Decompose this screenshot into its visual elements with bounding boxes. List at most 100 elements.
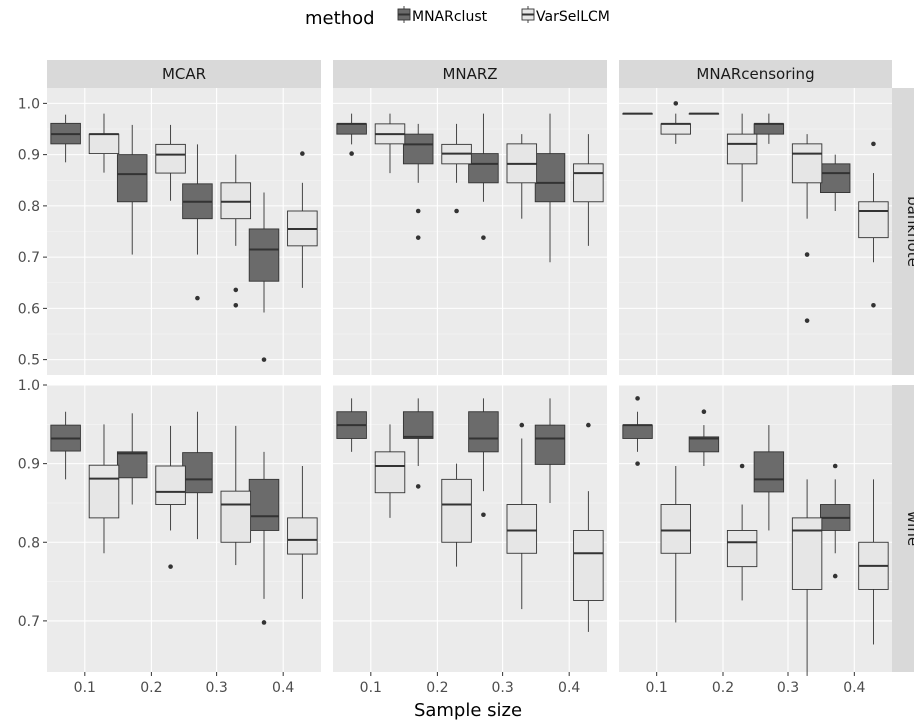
strip-label: MCAR	[162, 65, 206, 83]
x-tick-label: 0.2	[140, 680, 162, 696]
box-mnarclust-0.1	[50, 114, 81, 163]
panel-wine-mcar	[47, 384, 321, 672]
x-tick-label: 0.2	[712, 680, 734, 696]
box-iqr	[791, 517, 823, 590]
legend-label: MNARclust	[412, 9, 488, 25]
box-iqr	[573, 163, 604, 203]
box-mnarclust-0.2	[116, 124, 148, 255]
box-varsellcm-0.1	[660, 101, 691, 144]
box-iqr	[402, 411, 434, 439]
box-iqr	[88, 133, 120, 155]
box-iqr	[660, 123, 691, 135]
box-varsellcm-0.2	[155, 124, 186, 201]
y-tick-label: 0.8	[18, 199, 40, 215]
outlier-point	[349, 151, 354, 156]
box-iqr	[287, 517, 318, 555]
legend-title: method	[305, 8, 375, 29]
box-iqr	[468, 153, 499, 184]
box-mnarclust-0.4	[248, 192, 280, 362]
box-mnarclust-0.3	[468, 113, 499, 240]
y-tick-label: 0.7	[18, 250, 40, 266]
panel-background	[47, 385, 321, 672]
box-iqr	[441, 478, 472, 543]
strip-label: MNARZ	[442, 65, 497, 83]
panel-background	[619, 385, 892, 672]
y-tick-label: 0.9	[18, 457, 40, 473]
x-tick-label: 0.4	[843, 680, 865, 696]
outlier-point	[481, 512, 486, 518]
outlier-point	[673, 101, 679, 106]
y-tick-label: 0.6	[18, 301, 40, 317]
box-varsellcm-0.1	[660, 465, 691, 623]
y-tick-label: 1.0	[18, 378, 40, 394]
strip-label: wine	[904, 511, 914, 546]
panels	[47, 88, 892, 676]
outlier-point	[739, 463, 745, 469]
box-iqr	[248, 478, 280, 531]
box-mnarclust-0.2	[402, 123, 434, 240]
box-varsellcm-0.2	[155, 425, 186, 569]
legend-key-mnarclust: MNARclust	[397, 6, 488, 25]
box-varsellcm-0.2	[441, 463, 472, 567]
box-varsellcm-0.1	[88, 424, 120, 554]
y-tick-label: 0.5	[18, 353, 40, 369]
box-mnarclust-0.2	[116, 413, 148, 505]
box-iqr	[88, 464, 120, 519]
box-iqr	[506, 504, 538, 554]
box-varsellcm-0.1	[374, 113, 406, 174]
outlier-point	[832, 463, 838, 469]
box-varsellcm-0.4	[573, 422, 604, 632]
legend-label: VarSelLCM	[536, 9, 610, 25]
outlier-point	[871, 303, 876, 308]
strip-banknote: banknote	[892, 88, 914, 375]
outlier-point	[832, 573, 838, 579]
box-varsellcm-0.4	[858, 479, 889, 645]
box-varsellcm-0.3	[791, 479, 823, 676]
panel-banknote-mnarcensoring	[619, 88, 892, 375]
box-mnarclust-0.3	[182, 411, 213, 540]
x-tick-label: 0.3	[777, 680, 799, 696]
y-tick-label: 0.9	[18, 148, 40, 164]
box-varsellcm-0.1	[88, 113, 120, 173]
box-iqr	[726, 133, 758, 165]
panel-wine-mnarcensoring	[619, 384, 892, 676]
box-varsellcm-0.4	[858, 141, 889, 308]
box-iqr	[660, 504, 691, 554]
box-mnarclust-0.2	[688, 409, 720, 466]
x-tick-label: 0.4	[272, 680, 294, 696]
outlier-point	[804, 252, 810, 257]
strip-label: banknote	[904, 196, 914, 267]
box-varsellcm-0.3	[506, 422, 538, 610]
outlier-point	[871, 141, 876, 147]
box-mnarclust-0.1	[50, 411, 81, 480]
outlier-point	[635, 461, 640, 466]
outlier-point	[415, 208, 421, 214]
panel-banknote-mcar	[47, 88, 321, 375]
strip-background	[333, 60, 607, 88]
box-mnarclust-0.4	[534, 398, 566, 503]
box-varsellcm-0.4	[287, 465, 318, 599]
outlier-point	[519, 422, 525, 428]
outlier-point	[233, 287, 239, 293]
outlier-point	[233, 303, 239, 308]
outlier-point	[804, 318, 810, 323]
box-mnarclust-0.1	[336, 398, 367, 452]
box-mnarclust-0.4	[248, 451, 280, 625]
box-iqr	[155, 143, 186, 174]
y-tick-label: 1.0	[18, 96, 40, 112]
y-tick-label: 0.7	[18, 614, 40, 630]
strip-background	[47, 60, 321, 88]
box-iqr	[116, 154, 148, 203]
box-iqr	[753, 123, 785, 135]
strip-background	[892, 385, 914, 672]
x-tick-label: 0.2	[426, 680, 448, 696]
x-tick-label: 0.1	[646, 680, 668, 696]
box-varsellcm-0.3	[220, 425, 252, 566]
box-iqr	[622, 424, 653, 439]
box-varsellcm-0.3	[791, 134, 823, 323]
box-mnarclust-0.4	[534, 113, 566, 263]
outlier-point	[481, 235, 486, 240]
legend-key-varsellcm: VarSelLCM	[521, 6, 610, 25]
legend: method MNARclust VarSelLCM	[305, 6, 610, 29]
